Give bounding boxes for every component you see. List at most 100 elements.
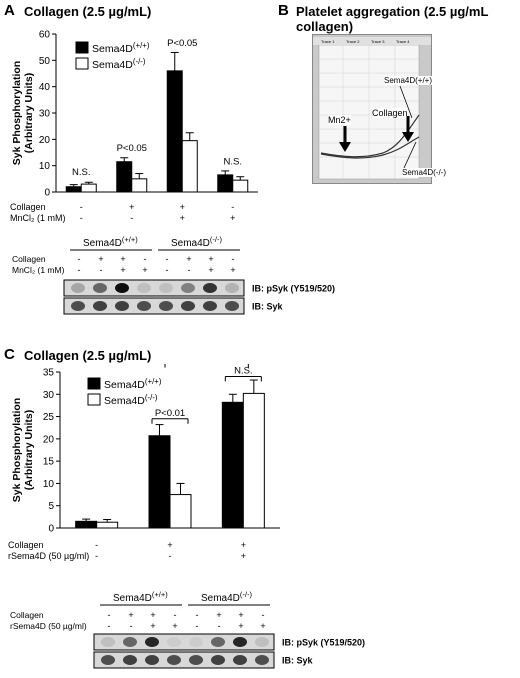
trace-label-mn: Mn2+ — [328, 115, 351, 125]
panel-a-cond-mncl2: MnCl₂ (1 mM) — [10, 213, 66, 223]
blot-condition-label: MnCl₂ (1 mM) — [12, 265, 65, 275]
significance-label: N.S. — [234, 365, 252, 376]
y-axis-label: Syk Phosphorylation(Arbitrary Units) — [11, 61, 35, 165]
y-tick-label: 20 — [39, 135, 51, 146]
y-tick-label: 40 — [39, 82, 51, 93]
blot-band — [233, 655, 247, 665]
blot-sign: - — [174, 610, 177, 620]
blot-sign: - — [130, 621, 133, 631]
blot-group-label: Sema4D(+/+) — [113, 590, 168, 604]
legend-label: Sema4D(+/+) — [92, 41, 150, 55]
blot-sign: - — [218, 621, 221, 631]
panel-c-letter: C — [4, 346, 15, 363]
blot-band — [189, 637, 203, 647]
y-tick-label: 35 — [43, 368, 55, 379]
blot-sign: + — [150, 610, 155, 620]
aggregation-trace: Trace 1 Trace 2 Trace 3 Trace 4 — [313, 37, 431, 180]
y-tick-label: 0 — [44, 188, 50, 199]
condition-sign: - — [79, 213, 83, 223]
blot-sign: - — [262, 610, 265, 620]
y-axis-label: Syk Phosphorylation(Arbitrary Units) — [11, 398, 35, 502]
y-tick-label: 30 — [43, 390, 55, 401]
blot-group-label: Sema4D(-/-) — [201, 590, 252, 604]
blot-band — [137, 283, 151, 293]
legend-swatch — [87, 377, 101, 390]
condition-sign: + — [179, 213, 185, 223]
panel-c-cond-collagen: Collagen — [8, 540, 44, 550]
blot-sign: + — [172, 621, 177, 631]
blot-band-label: IB: Syk — [252, 302, 284, 312]
condition-sign: + — [167, 540, 173, 550]
condition-sign: + — [129, 202, 135, 212]
significance-label: N.S. — [72, 167, 90, 178]
significance-label: P<0.05 — [117, 143, 147, 154]
blot-condition-label: Collagen — [12, 254, 46, 264]
trace-label-wt: Sema4D(+/+) — [384, 76, 433, 85]
blot-sign: + — [208, 265, 213, 275]
blot-condition-label: rSema4D (50 µg/ml) — [10, 621, 87, 631]
blot-sign: - — [232, 254, 235, 264]
blot-band — [71, 301, 85, 311]
blot-sign: + — [142, 265, 147, 275]
blot-band — [203, 301, 217, 311]
trace-tab-2: Trace 2 — [346, 39, 360, 44]
blot-band — [211, 637, 225, 647]
blot-band — [145, 637, 159, 647]
blot-membrane — [63, 297, 245, 315]
condition-sign: - — [95, 540, 99, 550]
blot-sign: + — [216, 610, 221, 620]
blot-sign: + — [238, 621, 243, 631]
blot-band-label: IB: pSyk (Y519/520) — [252, 284, 335, 294]
blot-sign: + — [150, 621, 155, 631]
trace-tab-1: Trace 1 — [321, 39, 335, 44]
significance-label: P<0.01 — [155, 408, 185, 419]
blot-band — [71, 283, 85, 293]
trace-arrows — [339, 85, 417, 169]
condition-sign: - — [79, 202, 83, 212]
blot-band — [255, 655, 269, 665]
legend-label: Sema4D(+/+) — [104, 377, 162, 391]
panel-a-title: Collagen (2.5 µg/mL) — [24, 4, 152, 19]
blot-band — [93, 301, 107, 311]
blot-sign: - — [108, 610, 111, 620]
y-tick-label: 10 — [43, 479, 55, 490]
panel-c-title: Collagen (2.5 µg/mL) — [24, 348, 152, 363]
blot-band — [255, 637, 269, 647]
blot-sign: + — [208, 254, 213, 264]
blot-band — [189, 655, 203, 665]
blot-sign: - — [166, 254, 169, 264]
blot-band — [115, 301, 129, 311]
legend-swatch — [75, 41, 89, 54]
condition-sign: + — [240, 540, 246, 550]
panel-a-letter: A — [4, 2, 15, 19]
trace-label-collagen: Collagen — [372, 108, 408, 118]
blot-band — [159, 283, 173, 293]
blot-sign: - — [78, 254, 81, 264]
bar — [166, 70, 183, 193]
panel-c-cond-rsema4d: rSema4D (50 µg/ml) — [8, 551, 90, 561]
panel-b-letter: B — [278, 2, 289, 19]
blot-group-label: Sema4D(-/-) — [171, 235, 222, 249]
y-tick-label: 15 — [43, 457, 55, 468]
blot-band — [225, 301, 239, 311]
legend-swatch — [87, 393, 101, 406]
blot-sign: - — [100, 265, 103, 275]
chart-c: 0 5 10 15 20 25 30 35 Syk Phosphorylation(Arbitr… — [11, 364, 280, 535]
blot-sign: - — [188, 265, 191, 275]
blot-band — [101, 637, 115, 647]
legend-label: Sema4D(-/-) — [92, 57, 146, 71]
blot-sign: - — [196, 621, 199, 631]
blot-sign: - — [78, 265, 81, 275]
blot-sign: + — [128, 610, 133, 620]
blot-sign: - — [108, 621, 111, 631]
blot-band — [203, 283, 217, 293]
blot-band — [181, 301, 195, 311]
blot-band — [137, 301, 151, 311]
y-tick-label: 10 — [39, 161, 51, 172]
legend-label: Sema4D(-/-) — [104, 393, 158, 407]
condition-sign: - — [95, 551, 99, 561]
legend-swatch — [75, 57, 89, 70]
condition-sign: + — [230, 213, 236, 223]
y-tick-label: 5 — [48, 501, 54, 512]
blot-membrane — [93, 633, 275, 651]
